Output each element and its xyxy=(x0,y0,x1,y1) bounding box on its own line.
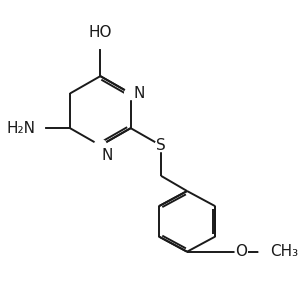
Text: CH₃: CH₃ xyxy=(271,244,299,259)
Text: HO: HO xyxy=(89,25,112,40)
Text: O: O xyxy=(235,244,247,259)
Circle shape xyxy=(235,246,247,258)
Circle shape xyxy=(93,35,107,48)
Text: S: S xyxy=(156,138,166,153)
Text: N: N xyxy=(102,148,113,163)
Circle shape xyxy=(155,139,167,152)
Circle shape xyxy=(94,139,106,152)
Text: N: N xyxy=(134,86,145,101)
Circle shape xyxy=(259,244,275,260)
Text: H₂N: H₂N xyxy=(6,121,35,136)
Circle shape xyxy=(26,119,44,137)
Circle shape xyxy=(125,87,137,100)
